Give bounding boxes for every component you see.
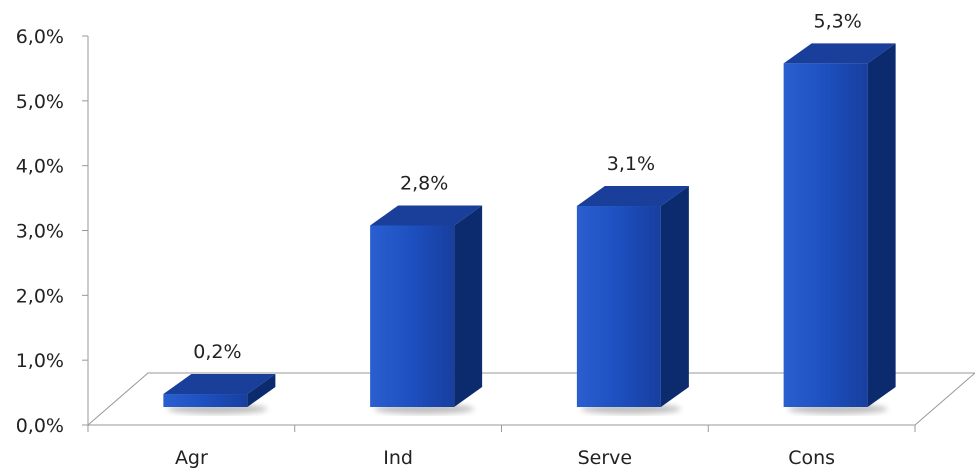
- x-category-label: Agr: [175, 447, 208, 469]
- bar-front-face: [576, 206, 661, 407]
- bar-agr: [163, 374, 276, 414]
- bar-cons: [783, 43, 896, 414]
- data-label: 0,2%: [193, 341, 241, 363]
- bar-top-face: [370, 205, 483, 226]
- bar-side-face: [660, 186, 689, 407]
- y-tick-label: 0,0%: [16, 415, 64, 437]
- x-category-label: Ind: [383, 447, 413, 469]
- bar-front-face: [783, 63, 868, 408]
- x-category-label: Serve: [578, 447, 633, 469]
- data-label: 3,1%: [607, 153, 655, 175]
- bar-front-face: [163, 394, 248, 407]
- data-label: 5,3%: [813, 10, 861, 32]
- y-tick-label: 5,0%: [16, 91, 64, 113]
- data-label: 2,8%: [400, 172, 448, 194]
- y-tick-label: 3,0%: [16, 221, 64, 243]
- bar-side-face: [247, 374, 276, 407]
- y-tick-label: 6,0%: [16, 26, 64, 48]
- bar-top-face: [783, 43, 896, 64]
- y-tick-label: 1,0%: [16, 350, 64, 372]
- bar-top-face: [576, 186, 689, 207]
- y-tick-label: 4,0%: [16, 156, 64, 178]
- y-tick-label: 2,0%: [16, 285, 64, 307]
- chart-floor: [86, 372, 975, 426]
- bar-front-face: [370, 225, 455, 407]
- bar-side-face: [867, 43, 896, 408]
- bar-side-face: [454, 205, 483, 407]
- bar-ind: [370, 205, 483, 414]
- bar-top-face: [163, 374, 276, 395]
- bar-serve: [576, 186, 689, 414]
- x-category-label: Cons: [788, 447, 835, 469]
